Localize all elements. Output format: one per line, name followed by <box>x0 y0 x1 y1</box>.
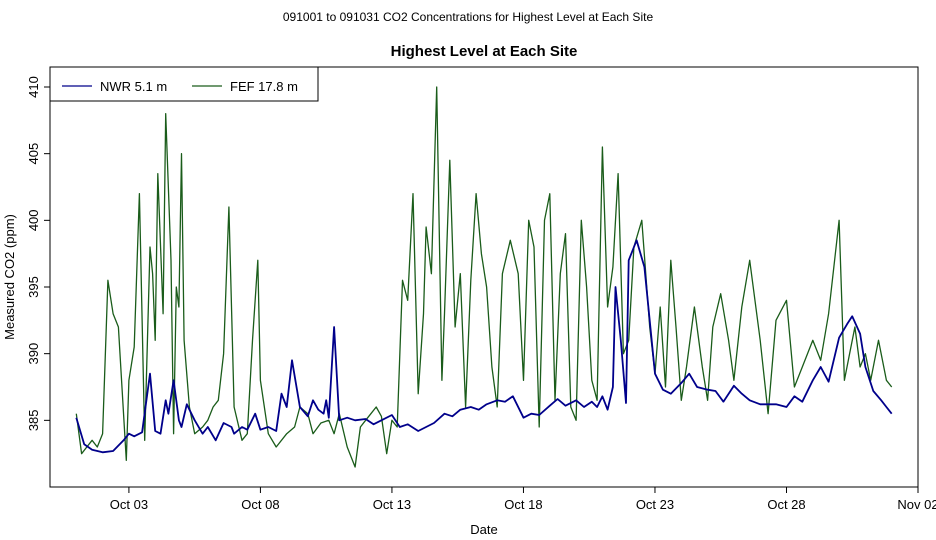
y-tick-label: 385 <box>26 409 41 431</box>
x-axis-label: Date <box>470 522 497 537</box>
y-tick-label: 390 <box>26 343 41 365</box>
y-tick-label: 405 <box>26 143 41 165</box>
series-line-fef <box>75 86 893 468</box>
x-tick-label: Oct 08 <box>241 497 279 512</box>
series-line-nwr <box>75 239 893 454</box>
y-tick-label: 400 <box>26 209 41 231</box>
x-tick-label: Oct 03 <box>110 497 148 512</box>
x-axis: Oct 03 Oct 08 Oct 13 Oct 18 Oct 23 Oct 28 Nov … <box>110 487 936 512</box>
x-tick-label: Oct 23 <box>636 497 674 512</box>
y-axis: 385 390 395 400 405 410 <box>26 76 50 431</box>
x-tick-label: Oct 13 <box>373 497 411 512</box>
y-tick-label: 395 <box>26 276 41 298</box>
page-supertitle: 091001 to 091031 CO2 Concentrations for … <box>282 10 654 24</box>
legend-box <box>49 66 319 102</box>
legend-label-fef: FEF 17.8 m <box>230 79 298 94</box>
x-tick-label: Oct 18 <box>504 497 542 512</box>
chart-title: Highest Level at Each Site <box>391 43 578 60</box>
x-tick-label: Nov 02 <box>897 497 936 512</box>
y-axis-label: Measured CO2 (ppm) <box>2 214 17 340</box>
legend-label-nwr: NWR 5.1 m <box>100 79 167 94</box>
y-tick-label: 410 <box>26 76 41 98</box>
legend: NWR 5.1 m FEF 17.8 m <box>49 66 319 102</box>
x-tick-label: Oct 28 <box>767 497 805 512</box>
plot-area-frame <box>49 66 919 488</box>
series-layer <box>75 86 893 468</box>
